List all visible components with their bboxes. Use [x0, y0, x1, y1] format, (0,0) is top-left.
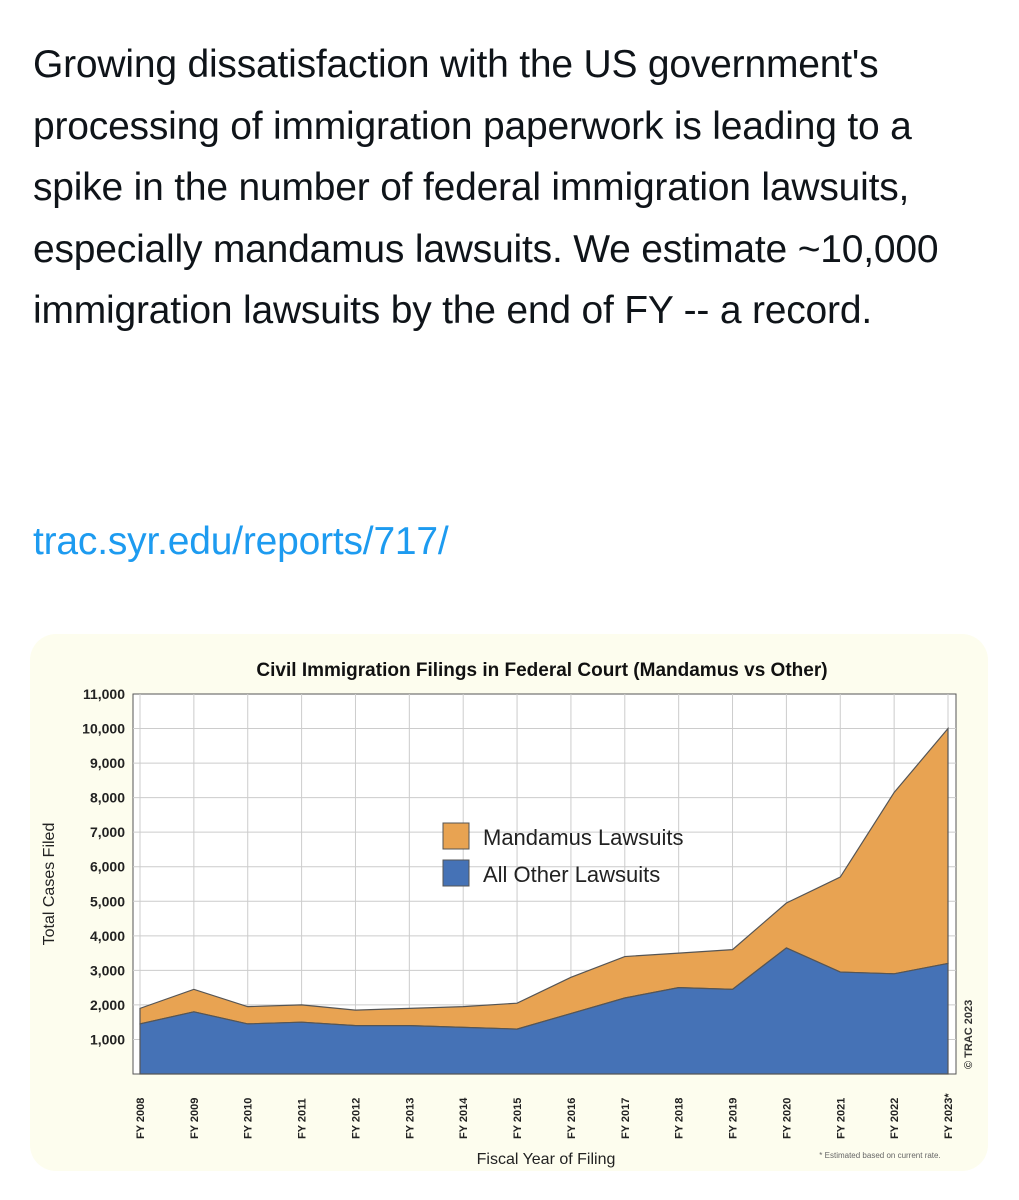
chart-title: Civil Immigration Filings in Federal Cou… [256, 660, 827, 681]
y-tick-label: 5,000 [90, 893, 125, 909]
y-tick-label: 3,000 [90, 962, 125, 978]
tweet-text: Growing dissatisfaction with the US gove… [33, 43, 939, 332]
legend-swatch-other [442, 859, 470, 887]
x-tick-label: FY 2021 [835, 1098, 847, 1139]
x-tick-label: FY 2022 [889, 1098, 901, 1139]
x-tick-label: FY 2016 [566, 1098, 578, 1139]
x-tick-label: FY 2008 [135, 1098, 147, 1139]
area-all-other-lawsuits [139, 947, 949, 1075]
legend-label-other: All Other Lawsuits [483, 862, 660, 887]
x-axis-ticks: FY 2008 FY 2009 FY 2010 FY 2011 FY 2012 FY 20… [135, 1093, 955, 1139]
x-tick-label: FY 2017 [620, 1098, 632, 1139]
y-axis-ticks: 1,000 2,000 3,000 4,000 5,000 6,000 7,000 8,000… [82, 686, 125, 1047]
y-tick-label: 4,000 [90, 928, 125, 944]
y-tick-label: 1,000 [90, 1031, 125, 1047]
x-tick-label: FY 2015 [512, 1098, 524, 1139]
x-tick-label: FY 2023* [943, 1093, 955, 1139]
chart-credit: © TRAC 2023 [963, 1000, 975, 1069]
y-tick-label: 8,000 [90, 790, 125, 806]
legend: Mandamus Lawsuits All Other Lawsuits [442, 822, 684, 887]
x-tick-label: FY 2012 [350, 1098, 362, 1139]
x-tick-label: FY 2009 [189, 1098, 201, 1139]
y-tick-label: 11,000 [83, 686, 125, 702]
x-tick-label: FY 2019 [728, 1098, 740, 1139]
x-tick-label: FY 2014 [458, 1097, 470, 1139]
y-tick-label: 10,000 [82, 721, 125, 737]
x-tick-label: FY 2010 [243, 1098, 255, 1139]
x-tick-label: FY 2013 [404, 1098, 416, 1139]
y-tick-label: 9,000 [90, 755, 125, 771]
x-tick-label: FY 2020 [781, 1098, 793, 1139]
chart-footnote: * Estimated based on current rate. [819, 1151, 940, 1160]
y-axis-label: Total Cases Filed [41, 823, 58, 946]
chart-areas [139, 726, 949, 1075]
y-tick-label: 6,000 [90, 859, 125, 875]
y-tick-label: 2,000 [90, 997, 125, 1013]
chart-svg: Civil Immigration Filings in Federal Cou… [41, 660, 975, 1168]
y-tick-label: 7,000 [90, 824, 125, 840]
x-tick-label: FY 2011 [297, 1098, 309, 1139]
chart-image[interactable]: Civil Immigration Filings in Federal Cou… [30, 634, 988, 1171]
x-axis-label: Fiscal Year of Filing [477, 1151, 616, 1168]
legend-label-mandamus: Mandamus Lawsuits [483, 825, 684, 850]
tweet-link[interactable]: trac.syr.edu/reports/717/ [33, 520, 449, 563]
legend-swatch-mandamus [442, 822, 470, 850]
x-tick-label: FY 2018 [674, 1098, 686, 1139]
